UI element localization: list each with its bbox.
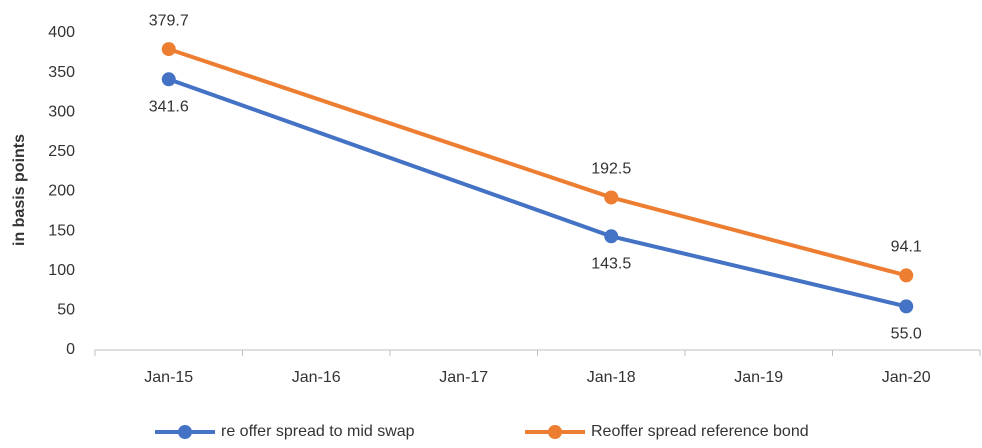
data-label: 55.0 (891, 326, 922, 343)
y-tick-label: 350 (48, 64, 75, 81)
legend-label: Reoffer spread reference bond (591, 423, 809, 440)
data-label: 379.7 (149, 12, 189, 29)
marker (899, 299, 914, 314)
x-tick-label: Jan-17 (439, 369, 488, 386)
data-label: 192.5 (591, 161, 631, 178)
marker (161, 72, 176, 87)
marker (604, 229, 619, 244)
y-tick-label: 100 (48, 262, 75, 279)
y-tick-label: 150 (48, 222, 75, 239)
legend-marker (178, 425, 192, 439)
x-tick-label: Jan-20 (882, 369, 931, 386)
marker (161, 42, 176, 57)
legend-label: re offer spread to mid swap (221, 423, 415, 440)
y-tick-label: 200 (48, 183, 75, 200)
x-tick-label: Jan-18 (587, 369, 636, 386)
legend-marker (548, 425, 562, 439)
y-tick-label: 400 (48, 24, 75, 41)
data-label: 341.6 (149, 99, 189, 116)
data-label: 94.1 (891, 239, 922, 256)
y-tick-label: 50 (57, 302, 75, 319)
y-tick-label: 300 (48, 103, 75, 120)
line (168, 77, 907, 309)
y-tick-label: 250 (48, 143, 75, 160)
y-tick-label: 0 (66, 341, 75, 358)
x-tick-label: Jan-15 (144, 369, 193, 386)
y-axis-label: in basis points (11, 134, 28, 246)
line (168, 47, 907, 278)
x-tick-label: Jan-16 (292, 369, 341, 386)
marker (899, 268, 914, 283)
x-tick-label: Jan-19 (734, 369, 783, 386)
marker (604, 190, 619, 205)
data-label: 143.5 (591, 255, 631, 272)
